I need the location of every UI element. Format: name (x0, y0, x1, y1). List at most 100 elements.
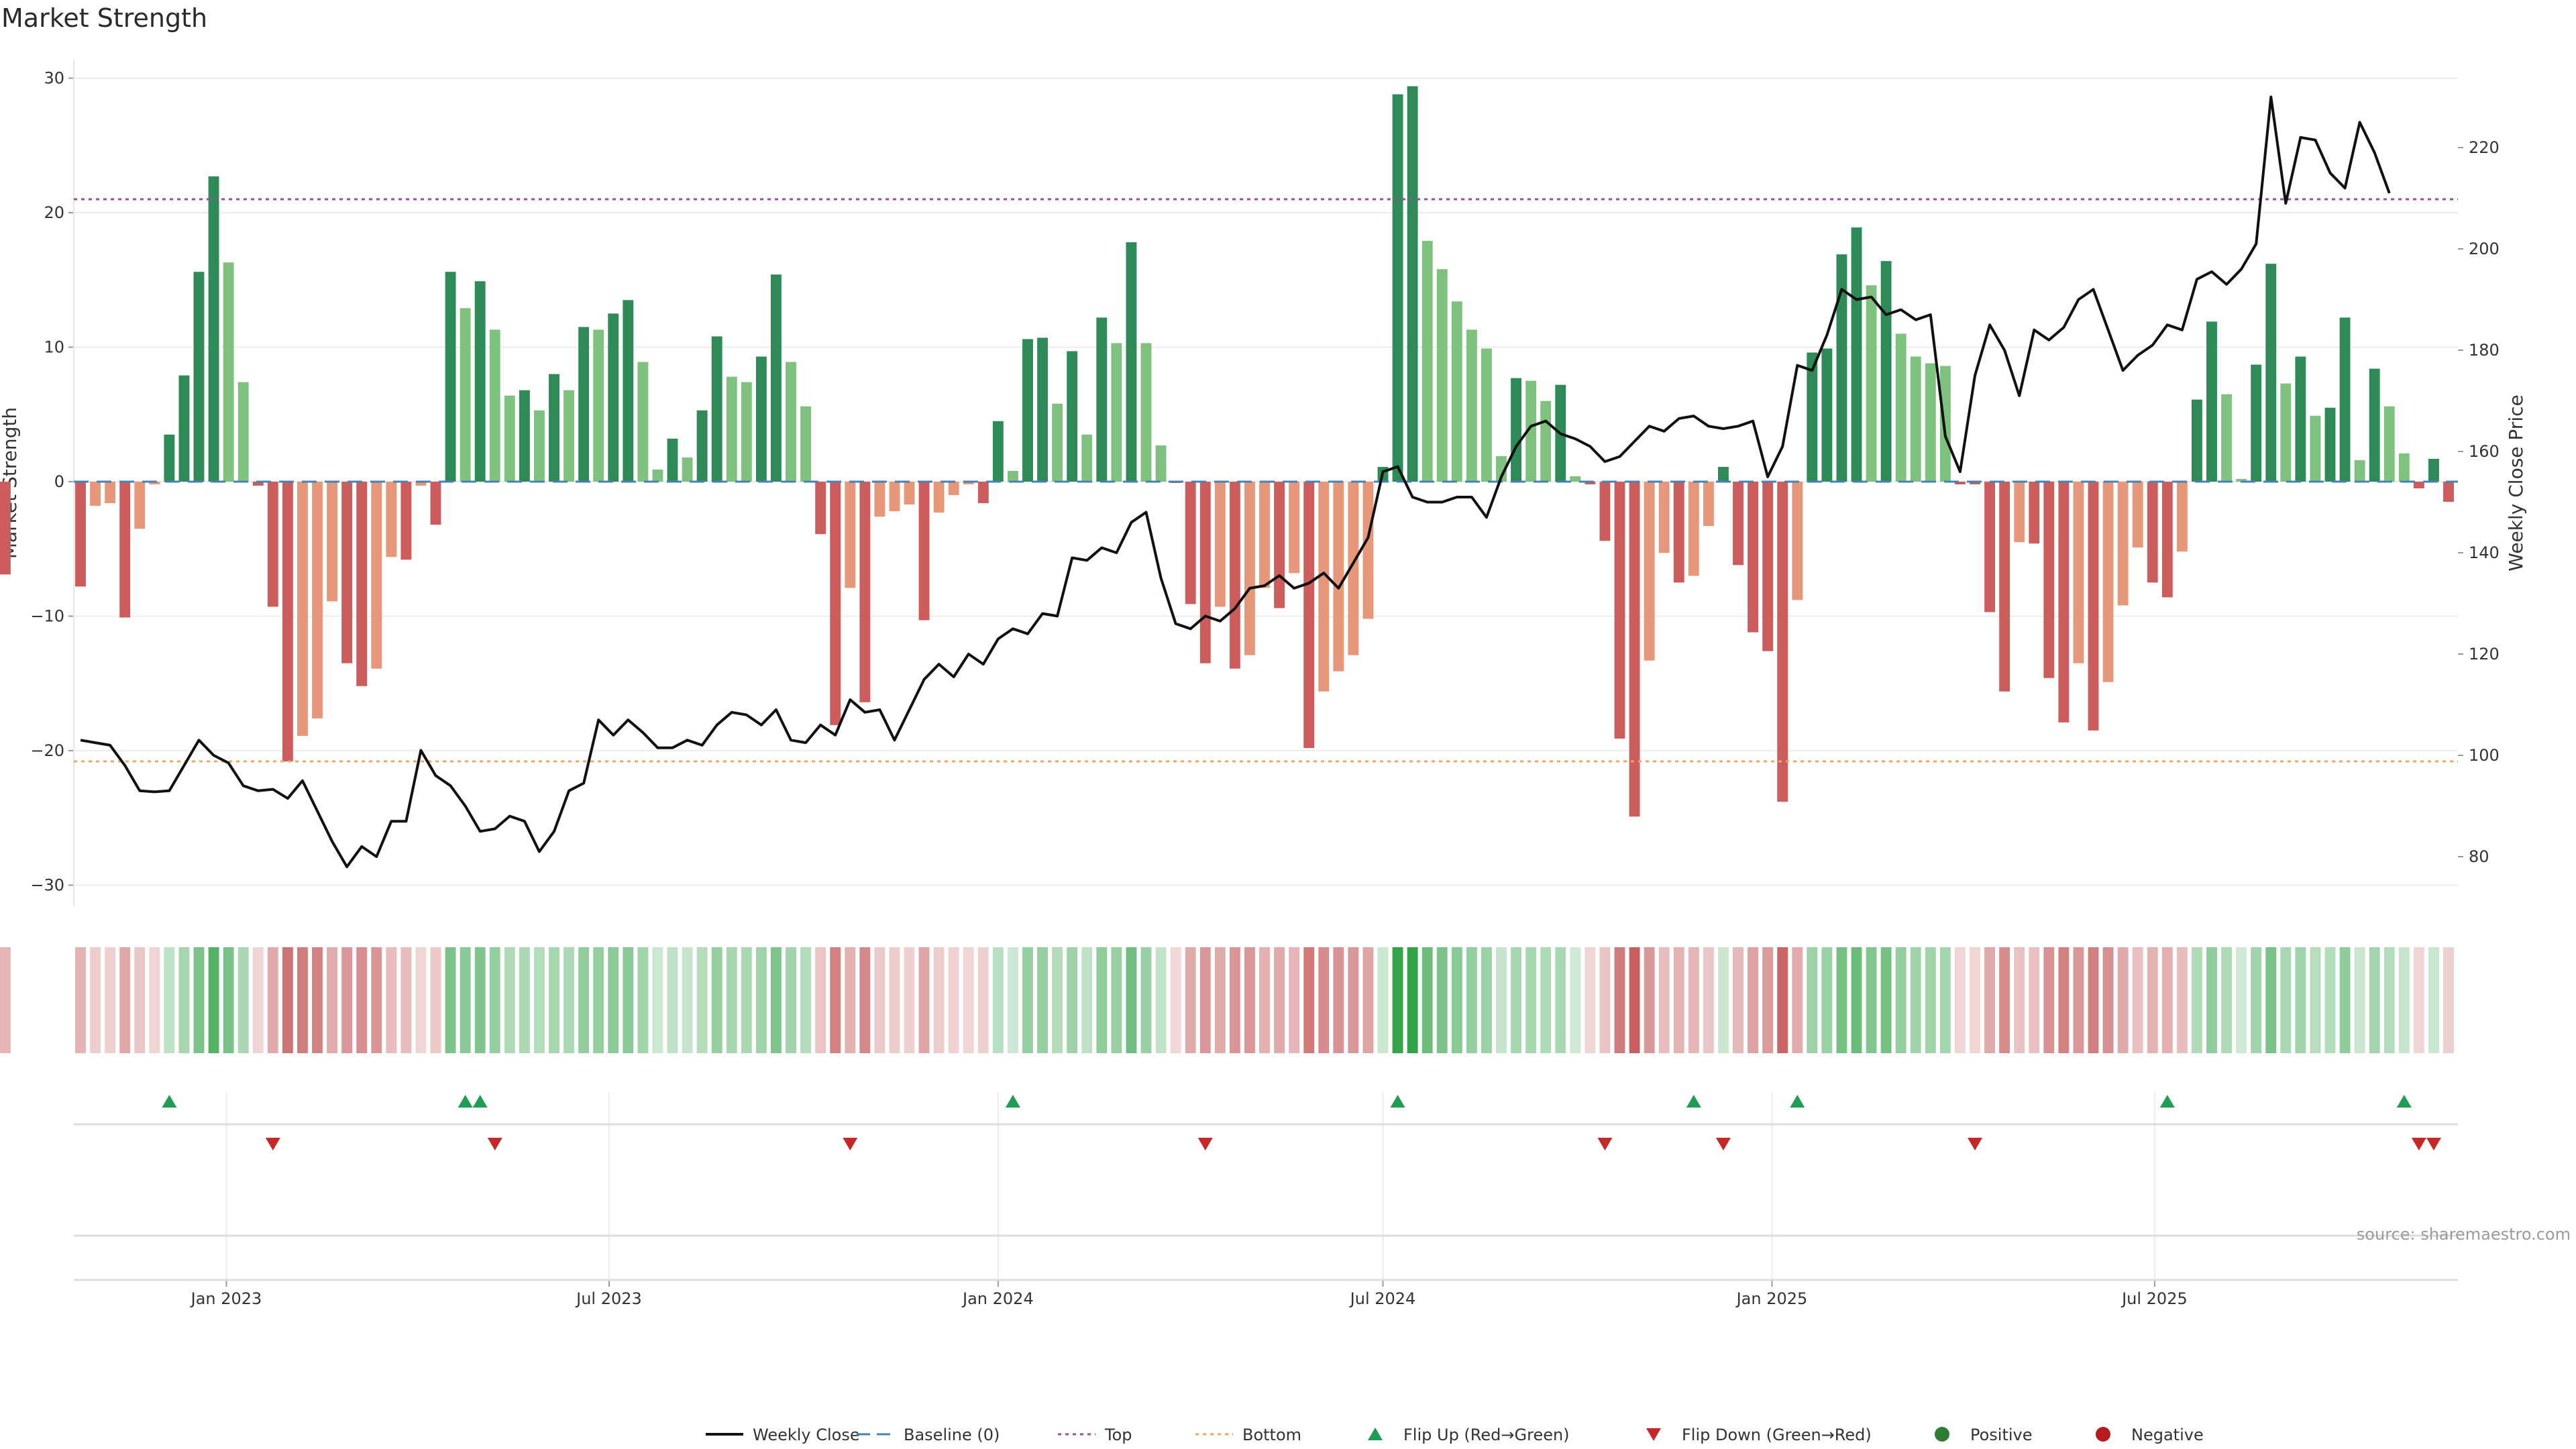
heat-cell (2324, 947, 2336, 1053)
heat-cell (786, 947, 796, 1053)
strength-bar (770, 274, 782, 482)
heat-cell (770, 947, 782, 1053)
strength-bar (2073, 482, 2084, 663)
strength-bar (933, 482, 945, 513)
strength-bar (1614, 482, 1625, 739)
heat-cell (1067, 947, 1078, 1053)
heat-cell (2043, 947, 2055, 1053)
heat-cell (460, 947, 471, 1053)
strength-bar (252, 482, 264, 486)
left-tick-label: −20 (30, 741, 64, 760)
strength-bar (696, 410, 708, 482)
left-tick-label: −30 (30, 876, 64, 895)
chart-title: Market Strength (1, 3, 207, 33)
heat-cell (711, 947, 722, 1053)
left-tick-label: 30 (44, 69, 64, 88)
heat-cell (1392, 947, 1403, 1053)
heat-cell (904, 947, 915, 1053)
heat-cell (1910, 947, 1921, 1053)
strength-bar (2251, 364, 2262, 482)
flip-up-marker (1686, 1095, 1701, 1108)
heat-cell (963, 947, 974, 1053)
heat-cell (1895, 947, 1907, 1053)
heat-cell (2014, 947, 2025, 1053)
strength-bar (297, 482, 308, 736)
strength-bar (1688, 482, 1699, 576)
strength-bar (2088, 482, 2099, 731)
strength-bar (341, 482, 353, 663)
heat-cell (2398, 947, 2410, 1053)
strength-bar (1717, 466, 1729, 482)
heat-cell (696, 947, 708, 1053)
strength-bar (1052, 403, 1063, 482)
strength-bar (2383, 406, 2395, 482)
flip-down-marker (1597, 1138, 1613, 1150)
right-axis: 220 200 180 160 140 120 100 80 (2458, 138, 2500, 866)
heat-cell (1303, 947, 1315, 1053)
strength-bar (223, 262, 234, 482)
heat-cell (1081, 947, 1093, 1053)
strength-bar (1792, 482, 1803, 600)
heat-cell (2102, 947, 2114, 1053)
heat-cell (2369, 947, 2380, 1053)
heat-cell (1821, 947, 1833, 1053)
heat-cell (1362, 947, 1374, 1053)
strength-bar (1821, 348, 1833, 482)
strength-bar (667, 438, 678, 482)
heat-cell (119, 947, 131, 1053)
strength-bar (2029, 482, 2040, 544)
strength-bar (1140, 343, 1152, 482)
flip-down-marker (1715, 1138, 1731, 1150)
legend-label: Top (1104, 1426, 1132, 1444)
strength-bar (1851, 227, 1862, 482)
strength-bar (504, 395, 515, 482)
heat-cell (1022, 947, 1033, 1053)
strength-bar (1733, 482, 1743, 566)
strength-bar (1081, 434, 1093, 482)
heat-cell (1037, 947, 1049, 1053)
x-tick-label: Jan 2024 (961, 1289, 1034, 1308)
strength-bar (1244, 482, 1255, 655)
heat-cell (2280, 947, 2292, 1053)
strength-bar (859, 482, 871, 702)
strength-bar (1229, 482, 1240, 669)
heat-cell (1170, 947, 1181, 1053)
flip-up-marker (1390, 1095, 1405, 1108)
strength-bar (0, 482, 11, 575)
legend-label: Weekly Close (753, 1426, 860, 1444)
strength-bar (267, 482, 278, 607)
heat-cell (1925, 947, 1936, 1053)
heat-cell (1984, 947, 1996, 1053)
strength-bar (119, 482, 131, 618)
heat-cell (1836, 947, 1847, 1053)
strength-bar (386, 482, 397, 557)
heat-cell (800, 947, 812, 1053)
heat-cell (75, 947, 86, 1053)
legend-item-negative: Negative (2096, 1426, 2204, 1444)
strength-bar (1007, 470, 1018, 482)
x-tick-label: Jul 2023 (575, 1289, 642, 1308)
heat-cell (2206, 947, 2217, 1053)
heat-cell (371, 947, 382, 1053)
x-axis: Jan 2023 Jul 2023 Jan 2024 Jul 2024 Jan 2025… (74, 1092, 2458, 1308)
strength-bar (474, 281, 486, 482)
heat-cell (1673, 947, 1684, 1053)
heat-cell (1511, 947, 1522, 1053)
heat-cell (504, 947, 515, 1053)
flip-down-marker (487, 1138, 502, 1150)
strength-bar (2206, 321, 2217, 482)
right-tick-label: 80 (2469, 847, 2489, 866)
heat-cell (1214, 947, 1226, 1053)
heat-cell (193, 947, 205, 1053)
strength-bar (1540, 400, 1552, 482)
strength-bar (105, 482, 116, 504)
heat-cell (252, 947, 264, 1053)
strength-bar (2265, 264, 2277, 482)
heat-cell (1244, 947, 1255, 1053)
heat-cell (830, 947, 841, 1053)
strength-bar (2191, 399, 2202, 482)
strength-bar (977, 482, 989, 504)
heat-cell (933, 947, 945, 1053)
threshold-lines (74, 198, 2458, 763)
heat-cell (1007, 947, 1018, 1053)
